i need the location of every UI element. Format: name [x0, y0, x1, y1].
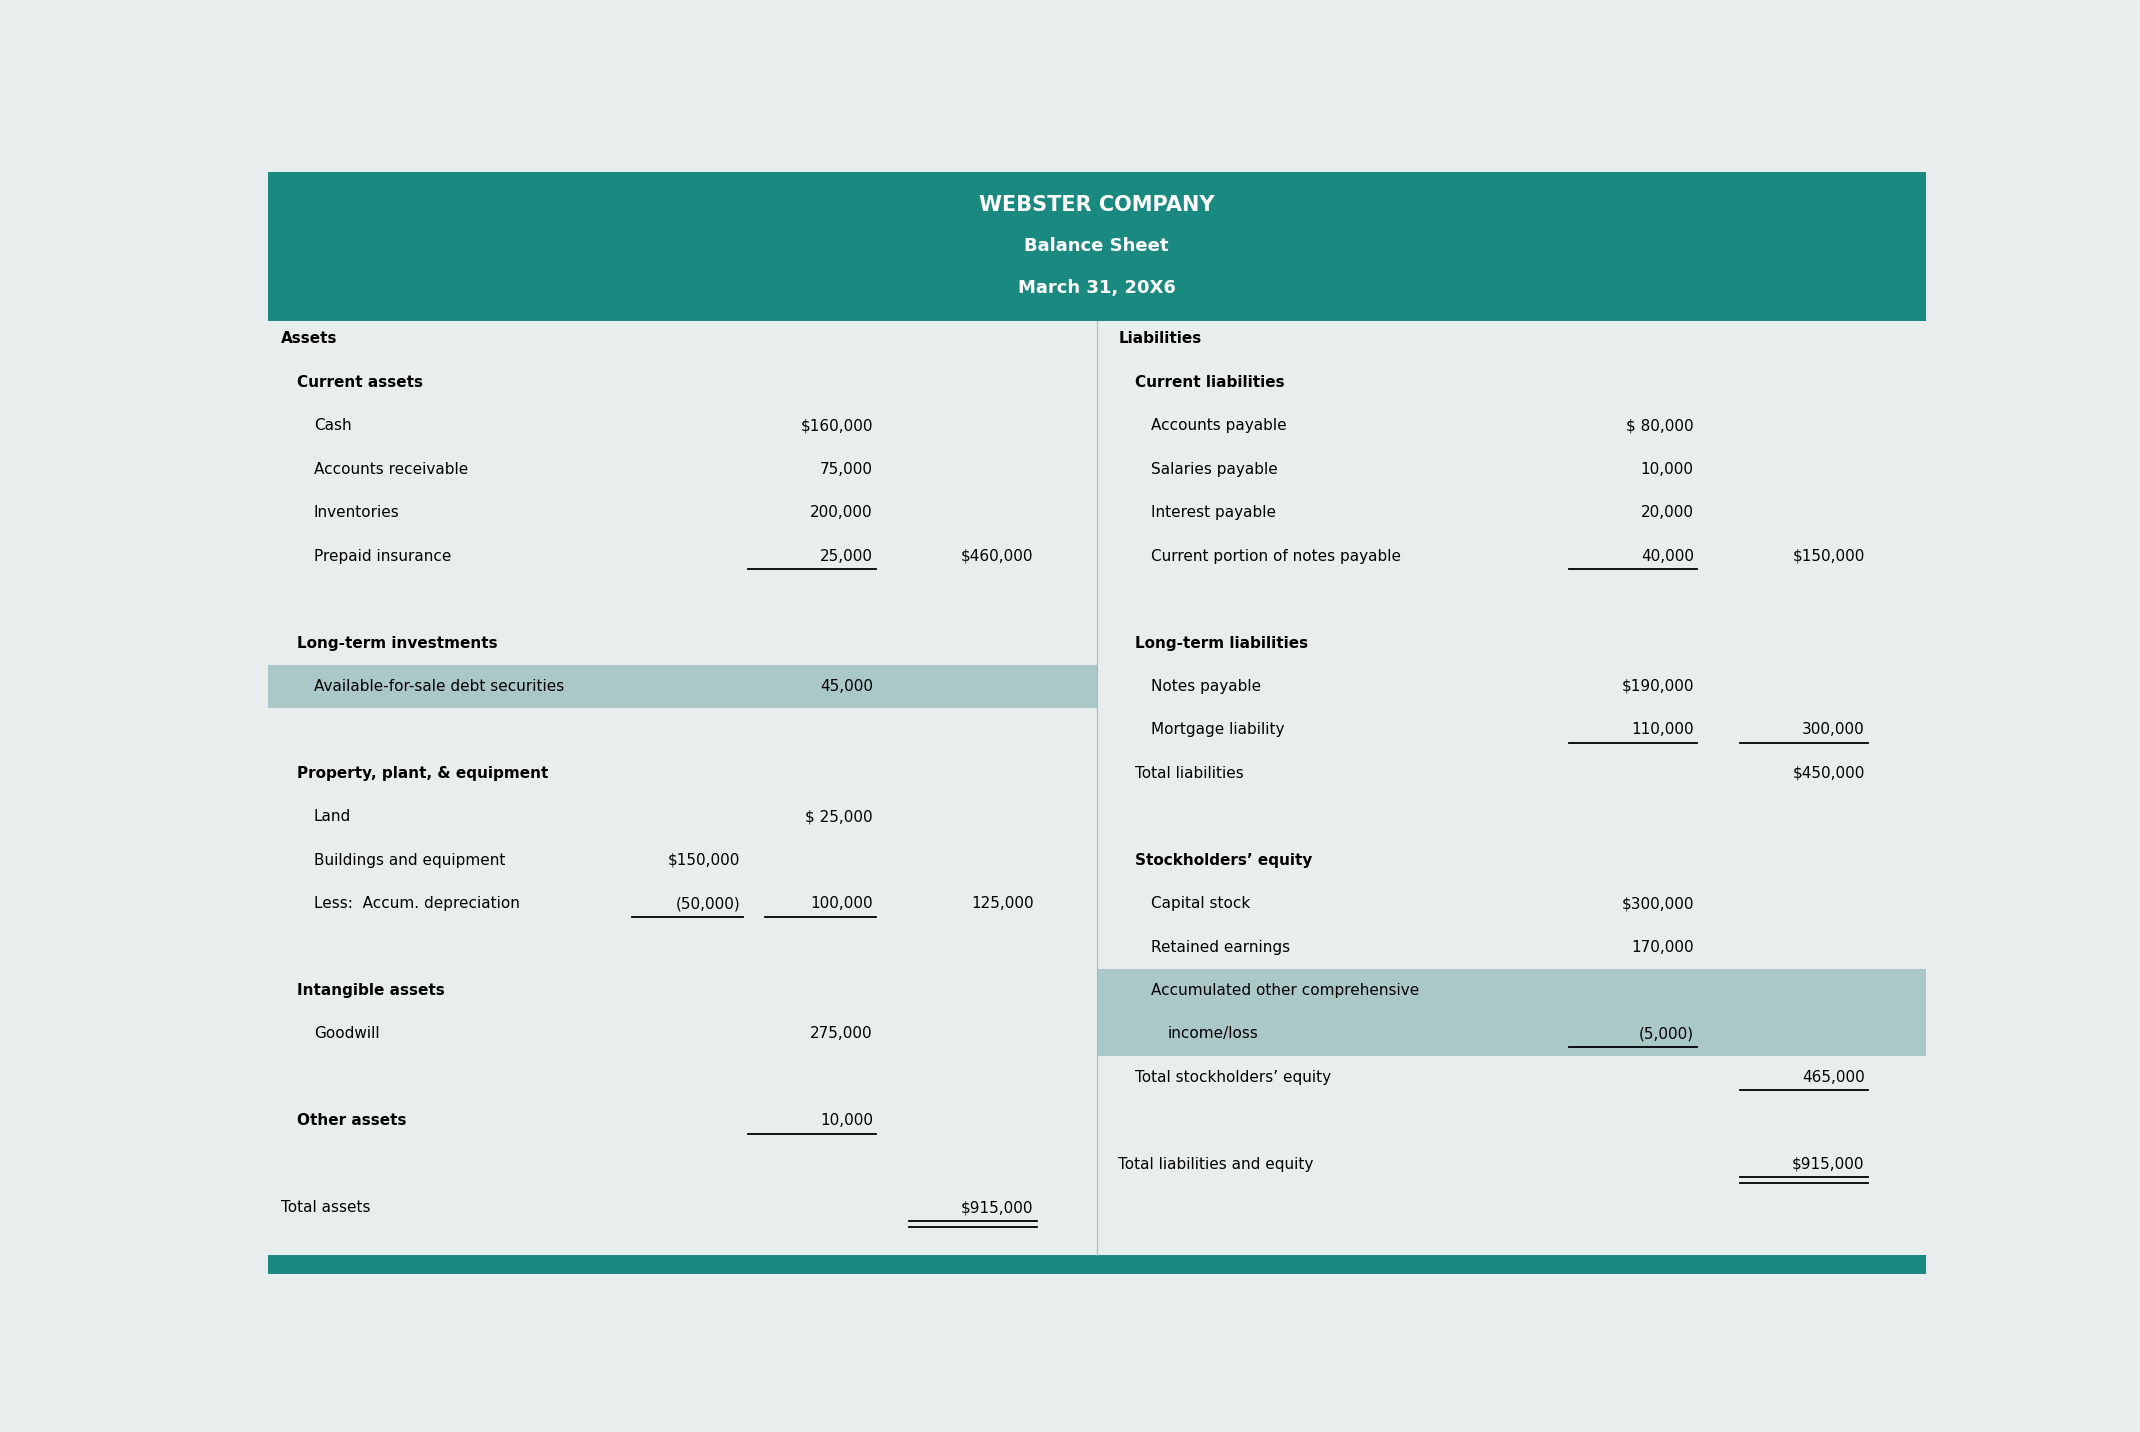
Text: Intangible assets: Intangible assets	[297, 982, 445, 998]
Text: March 31, 20X6: March 31, 20X6	[1019, 279, 1175, 296]
Text: Prepaid insurance: Prepaid insurance	[315, 548, 452, 564]
Text: Goodwill: Goodwill	[315, 1027, 379, 1041]
Text: Interest payable: Interest payable	[1151, 505, 1275, 520]
FancyBboxPatch shape	[1098, 969, 1926, 1012]
Text: 20,000: 20,000	[1641, 505, 1695, 520]
Text: Cash: Cash	[315, 418, 351, 434]
Text: Property, plant, & equipment: Property, plant, & equipment	[297, 766, 548, 780]
Text: Total liabilities and equity: Total liabilities and equity	[1119, 1157, 1314, 1171]
Text: 10,000: 10,000	[820, 1113, 873, 1128]
Text: $150,000: $150,000	[668, 852, 740, 868]
FancyBboxPatch shape	[268, 1254, 1926, 1274]
Text: Total liabilities: Total liabilities	[1134, 766, 1243, 780]
Text: Accumulated other comprehensive: Accumulated other comprehensive	[1151, 982, 1419, 998]
Text: Total stockholders’ equity: Total stockholders’ equity	[1134, 1070, 1331, 1085]
Text: $915,000: $915,000	[961, 1200, 1034, 1216]
FancyBboxPatch shape	[268, 172, 1926, 321]
Text: Total assets: Total assets	[280, 1200, 370, 1216]
Text: Long-term liabilities: Long-term liabilities	[1134, 636, 1308, 650]
Text: Retained earnings: Retained earnings	[1151, 939, 1290, 955]
Text: Liabilities: Liabilities	[1119, 331, 1201, 347]
FancyBboxPatch shape	[1098, 1012, 1926, 1055]
Text: 100,000: 100,000	[811, 896, 873, 911]
Text: Inventories: Inventories	[315, 505, 400, 520]
Text: $160,000: $160,000	[800, 418, 873, 434]
Text: Available-for-sale debt securities: Available-for-sale debt securities	[315, 679, 565, 695]
Text: 75,000: 75,000	[820, 461, 873, 477]
Text: Balance Sheet: Balance Sheet	[1025, 238, 1168, 255]
Text: 275,000: 275,000	[811, 1027, 873, 1041]
Text: Other assets: Other assets	[297, 1113, 407, 1128]
Text: Current portion of notes payable: Current portion of notes payable	[1151, 548, 1402, 564]
Text: Current assets: Current assets	[297, 375, 424, 390]
Text: 40,000: 40,000	[1641, 548, 1695, 564]
Text: 300,000: 300,000	[1802, 722, 1864, 737]
Text: 170,000: 170,000	[1631, 939, 1695, 955]
Text: Less:  Accum. depreciation: Less: Accum. depreciation	[315, 896, 520, 911]
Text: Stockholders’ equity: Stockholders’ equity	[1134, 852, 1312, 868]
Text: 10,000: 10,000	[1641, 461, 1695, 477]
Text: 45,000: 45,000	[820, 679, 873, 695]
Text: income/loss: income/loss	[1168, 1027, 1258, 1041]
Text: Accounts payable: Accounts payable	[1151, 418, 1286, 434]
Text: 125,000: 125,000	[972, 896, 1034, 911]
Text: WEBSTER COMPANY: WEBSTER COMPANY	[978, 195, 1216, 215]
Text: Buildings and equipment: Buildings and equipment	[315, 852, 505, 868]
Text: $190,000: $190,000	[1622, 679, 1695, 695]
Text: Land: Land	[315, 809, 351, 825]
FancyBboxPatch shape	[268, 664, 1098, 709]
Text: $460,000: $460,000	[961, 548, 1034, 564]
Text: Notes payable: Notes payable	[1151, 679, 1263, 695]
Text: 200,000: 200,000	[811, 505, 873, 520]
Text: 110,000: 110,000	[1631, 722, 1695, 737]
Text: Accounts receivable: Accounts receivable	[315, 461, 469, 477]
Text: $150,000: $150,000	[1793, 548, 1864, 564]
Text: 465,000: 465,000	[1802, 1070, 1864, 1085]
Text: $915,000: $915,000	[1791, 1157, 1864, 1171]
Text: $450,000: $450,000	[1793, 766, 1864, 780]
Text: $ 25,000: $ 25,000	[805, 809, 873, 825]
Text: $300,000: $300,000	[1622, 896, 1695, 911]
Text: $ 80,000: $ 80,000	[1626, 418, 1695, 434]
Text: 25,000: 25,000	[820, 548, 873, 564]
Text: Salaries payable: Salaries payable	[1151, 461, 1278, 477]
Text: (5,000): (5,000)	[1639, 1027, 1695, 1041]
Text: Mortgage liability: Mortgage liability	[1151, 722, 1284, 737]
Text: Current liabilities: Current liabilities	[1134, 375, 1284, 390]
Text: Assets: Assets	[280, 331, 338, 347]
Text: (50,000): (50,000)	[676, 896, 740, 911]
Text: Long-term investments: Long-term investments	[297, 636, 499, 650]
Text: Capital stock: Capital stock	[1151, 896, 1250, 911]
